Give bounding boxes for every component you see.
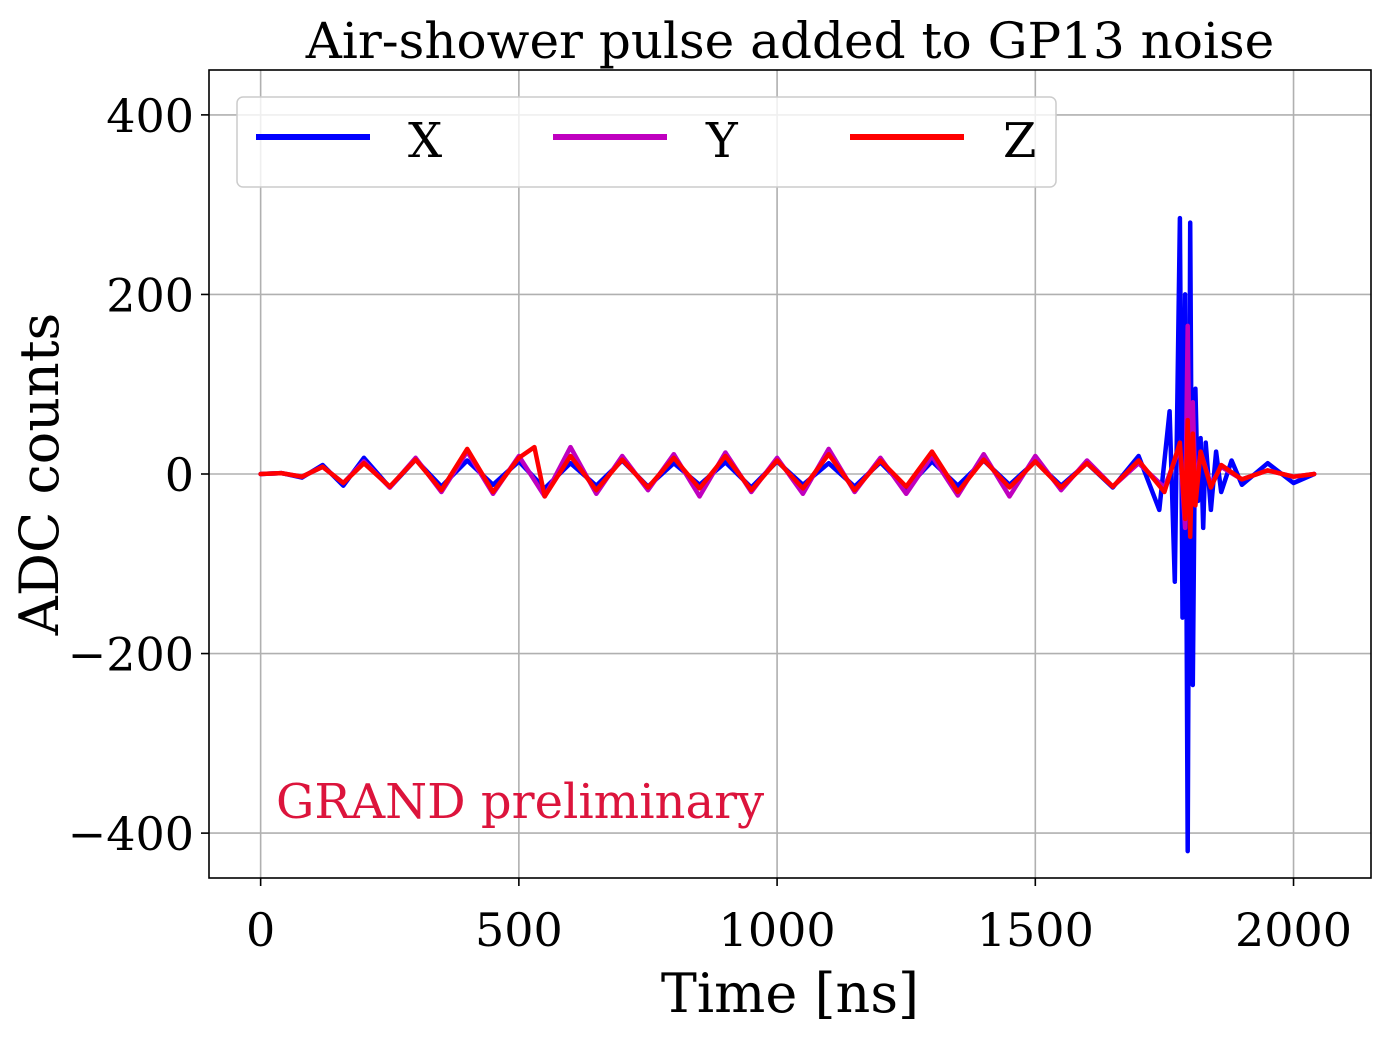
y-tick-label: −400 [68, 807, 194, 861]
legend-box [236, 96, 1057, 188]
series-layer [258, 215, 1317, 854]
y-axis-ticks: 400 200 0 −200 −400 [68, 89, 209, 861]
grand-preliminary-annotation: GRAND preliminary [276, 774, 764, 830]
y-tick-label: 400 [106, 89, 194, 143]
x-axis-ticks: 0 500 1000 1500 2000 [246, 878, 1352, 957]
y-axis-label: ADC counts [8, 313, 71, 637]
x-tick-label: 500 [475, 903, 563, 957]
legend-label-y: Y [705, 113, 739, 169]
x-axis-label: Time [ns] [661, 962, 919, 1025]
x-tick-label: 2000 [1235, 903, 1352, 957]
series-line-x [258, 215, 1317, 854]
x-tick-label: 1500 [977, 903, 1094, 957]
x-tick-label: 1000 [719, 903, 836, 957]
legend: X Y Z [236, 96, 1057, 188]
y-tick-label: 0 [165, 448, 194, 502]
series-line-z [258, 417, 1317, 540]
legend-label-x: X [408, 113, 442, 169]
x-tick-label: 0 [246, 903, 275, 957]
legend-label-z: Z [1003, 113, 1036, 169]
y-tick-label: −200 [68, 628, 194, 682]
chart-title: Air-shower pulse added to GP13 noise [305, 12, 1274, 70]
y-tick-label: 200 [106, 268, 194, 322]
